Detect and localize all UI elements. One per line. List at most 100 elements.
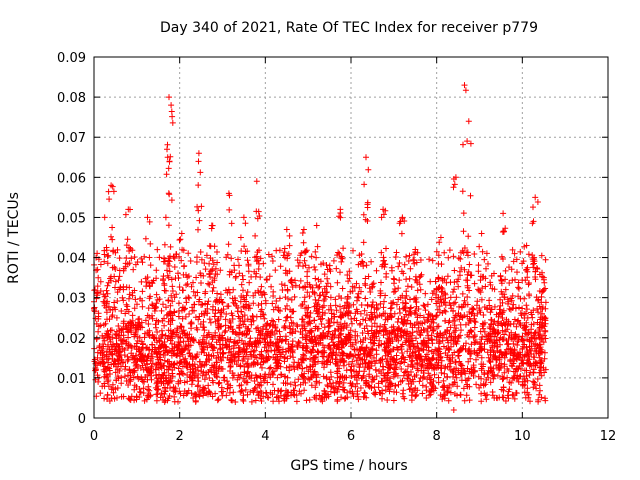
data-point — [365, 330, 372, 337]
data-point — [542, 327, 549, 334]
data-point — [294, 343, 301, 350]
data-point — [108, 361, 115, 368]
data-point — [265, 394, 272, 401]
data-point — [520, 337, 527, 344]
data-point — [203, 252, 210, 259]
data-point — [226, 359, 232, 366]
data-point — [372, 391, 379, 398]
data-point — [413, 299, 419, 305]
data-point — [101, 337, 108, 344]
data-point — [207, 319, 214, 326]
data-point — [121, 347, 128, 353]
data-point — [111, 299, 118, 306]
data-point — [269, 322, 276, 329]
data-point — [265, 343, 272, 349]
data-point — [447, 302, 454, 309]
data-point — [526, 343, 533, 350]
data-point — [178, 257, 185, 264]
data-point — [463, 392, 470, 399]
data-point — [523, 351, 530, 358]
data-point — [120, 297, 127, 304]
data-point — [260, 311, 267, 318]
data-point — [123, 338, 130, 345]
data-point — [293, 321, 300, 328]
data-point — [409, 364, 416, 371]
data-point — [215, 396, 222, 403]
data-point — [240, 398, 247, 404]
data-point — [336, 250, 343, 257]
data-point — [388, 300, 394, 307]
data-point — [393, 389, 400, 396]
data-point — [256, 382, 263, 389]
data-point — [456, 303, 462, 310]
data-point — [530, 332, 537, 339]
data-point — [114, 394, 120, 401]
data-point — [123, 323, 130, 330]
data-point — [417, 329, 424, 336]
data-point — [260, 359, 267, 366]
data-point — [153, 267, 160, 274]
data-point — [395, 337, 402, 344]
data-point — [392, 382, 399, 389]
data-point — [433, 291, 440, 298]
data-point — [478, 230, 485, 237]
data-point — [530, 307, 537, 314]
data-point — [160, 352, 167, 358]
data-point — [320, 353, 327, 360]
data-point — [398, 333, 405, 340]
data-point — [124, 353, 131, 360]
data-point — [471, 251, 478, 257]
data-point — [538, 299, 545, 306]
data-point — [497, 341, 503, 348]
y-tick-label: 0.03 — [57, 292, 86, 307]
data-point — [104, 396, 110, 402]
data-point — [519, 260, 526, 267]
data-point — [388, 330, 395, 337]
data-point — [360, 239, 367, 246]
data-point — [242, 248, 249, 255]
data-point — [470, 306, 477, 312]
data-point — [534, 305, 541, 312]
data-point — [433, 312, 440, 319]
data-point — [384, 344, 391, 351]
data-point — [135, 375, 142, 382]
data-point — [114, 246, 121, 253]
data-point — [179, 330, 186, 337]
data-point — [277, 388, 284, 395]
data-point — [337, 214, 344, 221]
data-point — [455, 352, 462, 359]
data-point — [395, 263, 402, 270]
data-point — [438, 299, 445, 306]
data-point — [152, 303, 159, 310]
data-point — [176, 343, 183, 349]
data-point — [205, 298, 212, 305]
data-point — [278, 281, 285, 288]
data-point — [503, 351, 510, 358]
data-point — [450, 176, 457, 182]
data-point — [324, 358, 331, 365]
data-point — [358, 251, 365, 257]
data-point — [285, 250, 292, 257]
data-point — [264, 394, 271, 401]
data-point — [462, 321, 469, 328]
data-point — [296, 284, 303, 290]
data-point — [166, 258, 173, 265]
data-point — [307, 320, 314, 327]
data-point — [496, 354, 503, 361]
data-point — [429, 327, 436, 334]
data-point — [360, 263, 367, 270]
data-point — [514, 365, 521, 372]
data-point — [414, 287, 421, 294]
data-point — [154, 329, 161, 335]
data-point — [126, 366, 133, 373]
data-point — [537, 344, 544, 351]
data-point — [154, 354, 161, 360]
data-point — [262, 375, 269, 381]
data-point — [192, 314, 199, 321]
data-point — [145, 383, 152, 390]
data-point — [373, 267, 380, 274]
data-point — [521, 389, 528, 396]
data-point — [497, 364, 504, 371]
data-point — [369, 281, 376, 288]
data-point — [473, 356, 479, 363]
